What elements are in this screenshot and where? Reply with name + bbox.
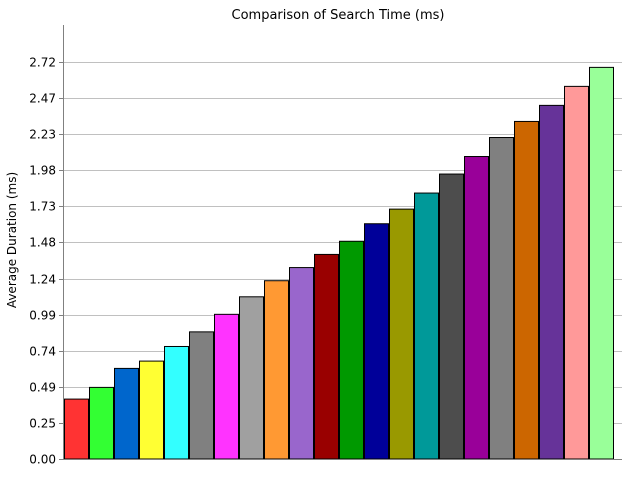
bar	[164, 345, 189, 460]
bar	[64, 398, 89, 460]
axes	[59, 25, 622, 460]
y-tick-label: 0.49	[29, 381, 56, 395]
bar	[189, 331, 214, 460]
bar	[214, 313, 239, 460]
bar	[514, 120, 539, 460]
chart-title: Comparison of Search Time (ms)	[232, 8, 445, 23]
y-tick-label: 1.24	[29, 273, 56, 287]
y-tick-label: 1.73	[29, 200, 56, 214]
bar	[89, 386, 114, 460]
bar	[589, 66, 614, 460]
bar	[539, 104, 564, 460]
y-tick-label: 1.48	[29, 236, 56, 250]
bar	[339, 240, 364, 460]
bar	[139, 360, 164, 460]
bar	[414, 192, 439, 460]
y-axis-title: Average Duration (ms)	[5, 172, 19, 308]
y-tick-label: 2.47	[29, 92, 56, 106]
bar	[314, 253, 339, 460]
y-tick-label: 0.99	[29, 309, 56, 323]
y-tick-label: 0.25	[29, 417, 56, 431]
bar	[239, 296, 264, 460]
bar	[389, 208, 414, 460]
bar	[114, 367, 139, 460]
bars	[64, 66, 614, 460]
y-tick-label: 2.23	[29, 128, 56, 142]
bar	[264, 280, 289, 460]
bar	[464, 156, 489, 460]
bar	[489, 137, 514, 460]
bar	[564, 85, 589, 460]
y-tick-label: 2.72	[29, 56, 56, 70]
y-tick-label: 0.00	[29, 453, 56, 467]
bar	[364, 223, 389, 460]
y-tick-label: 0.74	[29, 345, 56, 359]
y-tick-labels: 0.00 0.25 0.49 0.74 0.99 1.24 1.48 1.73 1.98 2.23…	[29, 56, 56, 467]
y-tick-label: 1.98	[29, 164, 56, 178]
bar	[289, 267, 314, 460]
bar	[439, 173, 464, 460]
